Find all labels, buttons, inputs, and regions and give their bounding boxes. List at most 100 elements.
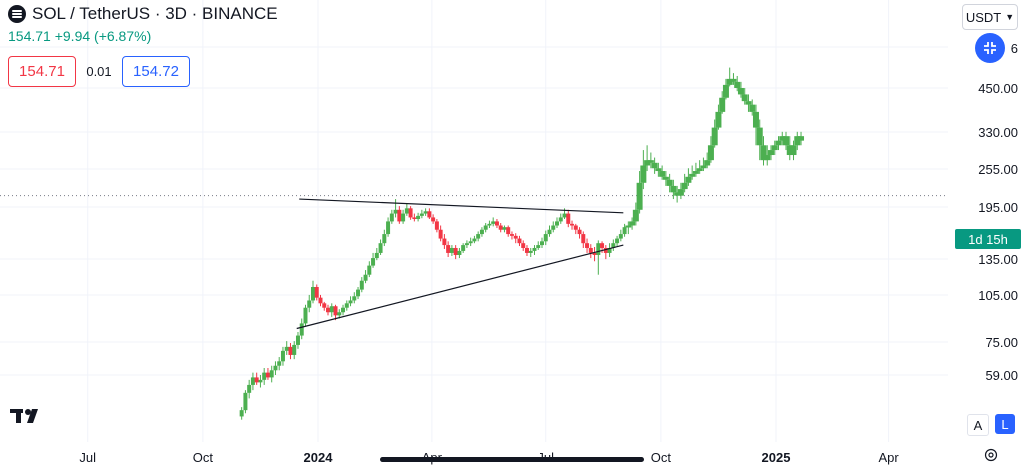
candle xyxy=(337,309,342,319)
projection-bar xyxy=(659,165,666,180)
trendline-lower[interactable] xyxy=(296,244,624,330)
projection-bar xyxy=(629,217,636,230)
candle xyxy=(476,231,481,242)
log-scale-button[interactable]: L xyxy=(995,414,1015,434)
trendline-upper[interactable] xyxy=(299,198,624,214)
candle xyxy=(581,231,586,248)
candle xyxy=(250,372,255,391)
candle xyxy=(585,238,590,253)
y-tick-label: 450.00 xyxy=(978,81,1018,96)
projection-bar xyxy=(644,145,651,172)
candle xyxy=(412,213,417,222)
projection-bar xyxy=(775,136,782,151)
projection-bar xyxy=(734,75,741,92)
candle xyxy=(528,247,533,258)
last-price: 154.71 xyxy=(8,28,51,44)
projection-bar xyxy=(783,131,790,151)
candle xyxy=(622,223,627,237)
symbol-header: SOL / TetherUS · 3D · BINANCE 154.71 +9.… xyxy=(8,4,278,44)
auto-scale-button[interactable]: A xyxy=(967,414,989,436)
projection-bar xyxy=(632,202,639,226)
candle xyxy=(521,240,526,251)
x-tick-label: Jul xyxy=(79,450,96,465)
projection-bar xyxy=(662,171,669,186)
collapse-chart-button[interactable] xyxy=(975,33,1005,63)
candle xyxy=(588,244,593,259)
symbol-title[interactable]: SOL / TetherUS · 3D · BINANCE xyxy=(32,4,278,23)
tradingview-logo[interactable] xyxy=(10,406,46,432)
candle xyxy=(524,245,529,256)
projection-bar xyxy=(666,173,673,193)
candle xyxy=(292,341,297,360)
candle xyxy=(551,221,556,233)
projection-bar xyxy=(790,140,797,161)
candle xyxy=(386,217,391,237)
bar-countdown-label: 1d 15h xyxy=(955,229,1021,249)
y-tick-label: 6 xyxy=(1011,41,1018,56)
y-tick-label: 135.00 xyxy=(978,252,1018,267)
projection-bar xyxy=(640,150,647,190)
candle xyxy=(596,240,601,275)
gear-icon[interactable] xyxy=(984,448,998,462)
buy-button[interactable]: 154.72 xyxy=(122,56,190,87)
candle xyxy=(539,237,544,248)
projection-bar xyxy=(737,81,744,98)
projection-bar xyxy=(711,119,718,148)
projection-bar xyxy=(745,94,752,112)
candle xyxy=(367,261,372,278)
projection-bar xyxy=(764,145,771,166)
candle xyxy=(423,208,428,216)
projection-bar xyxy=(625,221,632,235)
candle xyxy=(472,235,477,244)
candle xyxy=(487,220,492,229)
currency-select[interactable]: USDT ▼ xyxy=(962,4,1018,30)
order-panel: 154.71 0.01 154.72 xyxy=(8,56,190,87)
projection-bar xyxy=(798,131,805,146)
projection-bar xyxy=(786,136,793,161)
candle xyxy=(416,212,421,222)
candle xyxy=(295,331,300,349)
candle xyxy=(438,225,443,242)
projection-bar xyxy=(760,136,767,166)
projection-bar xyxy=(771,140,778,156)
candle xyxy=(446,241,451,258)
projection-bar xyxy=(715,104,722,130)
candle xyxy=(329,303,334,317)
sell-button[interactable]: 154.71 xyxy=(8,56,76,87)
projection-bar xyxy=(689,165,696,180)
y-tick-label: 75.00 xyxy=(985,335,1018,350)
projection-bar xyxy=(647,152,654,169)
projection-bar xyxy=(730,73,737,85)
projection-bar xyxy=(704,152,711,169)
y-tick-label: 59.00 xyxy=(985,368,1018,383)
quote-line: 154.71 +9.94 (+6.87%) xyxy=(8,28,278,44)
candle xyxy=(517,235,522,247)
candle xyxy=(449,245,454,256)
candle xyxy=(468,237,473,247)
candle xyxy=(344,300,349,311)
projection-bar xyxy=(752,104,759,146)
projection-bar xyxy=(794,131,801,151)
candle xyxy=(547,225,552,237)
candle xyxy=(341,304,346,316)
candle xyxy=(491,217,496,227)
candle xyxy=(314,284,319,301)
candle xyxy=(318,294,323,307)
candle xyxy=(404,203,409,216)
projection-bar xyxy=(749,99,756,116)
projection-bar xyxy=(681,173,688,193)
projection-bar xyxy=(685,168,692,186)
candle xyxy=(269,365,274,383)
time-scale-scrollbar[interactable] xyxy=(380,457,644,462)
projection-bar xyxy=(674,185,681,203)
candle xyxy=(577,227,582,239)
candle xyxy=(273,361,278,375)
projection-bar xyxy=(677,182,684,200)
candle xyxy=(611,239,616,251)
candle xyxy=(498,223,503,233)
projection-bar xyxy=(696,160,703,174)
candle xyxy=(461,243,466,253)
projection-bar xyxy=(651,157,658,174)
projection-bar xyxy=(767,145,774,161)
